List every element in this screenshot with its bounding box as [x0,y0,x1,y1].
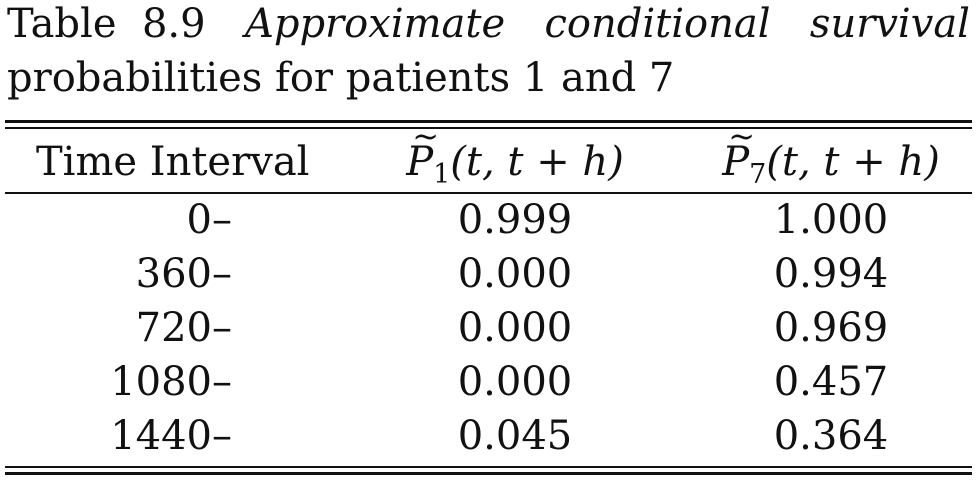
caption-title-word-1: Approximate [244,1,506,47]
cell-interval: 720– [135,305,232,351]
header-p7-args: (t, t + h) [766,139,940,185]
table-row: 1440– 0.045 0.364 [0,409,977,463]
cell-interval: 0– [186,197,232,243]
cell-interval: 360– [135,251,232,297]
header-p7-symbol: P [722,139,750,185]
cell-p1: 0.999 [457,197,573,243]
cell-p1: 0.000 [457,251,573,297]
cell-p1: 0.045 [457,413,573,459]
top-rule [5,120,972,123]
table-row: 720– 0.000 0.969 [0,301,977,355]
caption-title-word-2: conditional [544,1,771,47]
table-row: 360– 0.000 0.994 [0,247,977,301]
cell-interval: 1440– [110,413,232,459]
header-p1-args: (t, t + h) [450,139,624,185]
cell-p7: 0.364 [773,413,889,459]
header-p1: ~ P1(t, t + h) [406,117,624,190]
header-p1-subscript: 1 [433,159,451,190]
caption-title-word-3: survival [809,1,970,47]
table-caption: Table 8.9 Approximate conditional surviv… [7,0,970,48]
bottom-rule [5,472,972,475]
cell-p1: 0.000 [457,305,573,351]
caption-number: 8.9 [141,1,206,47]
header-rule [5,192,972,194]
cell-p1: 0.000 [457,359,573,405]
header-p7-subscript: 7 [749,159,767,190]
header-p1-symbol: P [406,139,434,185]
caption-table-word: Table [7,1,117,47]
table-row: 0– 0.999 1.000 [0,193,977,247]
top-rule-inner [5,127,972,129]
header-time-interval: Time Interval [36,139,310,185]
header-p7: ~ P7(t, t + h) [722,117,940,190]
table-row: 1080– 0.000 0.457 [0,355,977,409]
cell-p7: 0.994 [773,251,889,297]
caption-title-line-2: probabilities for patients 1 and 7 [7,55,675,101]
cell-p7: 0.457 [773,359,889,405]
caption-label: Table 8.9 [7,0,206,48]
cell-p7: 1.000 [773,197,889,243]
bottom-rule-inner [5,466,972,468]
cell-p7: 0.969 [773,305,889,351]
cell-interval: 1080– [110,359,232,405]
